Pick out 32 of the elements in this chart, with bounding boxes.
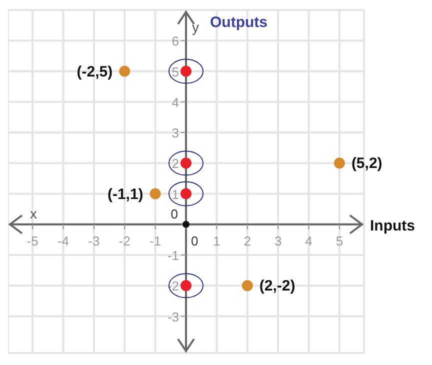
point: [334, 158, 345, 169]
x-tick-label: 3: [274, 233, 282, 248]
y-tick-label: 2: [172, 156, 179, 172]
y-tick-label: -1: [167, 248, 179, 263]
annotation: (5,2): [351, 155, 382, 172]
x-tick-label: -4: [57, 233, 70, 248]
y-tick-label: 5: [172, 64, 179, 80]
x-tick-label: -5: [26, 233, 38, 248]
x-tick-label: 5: [336, 233, 344, 248]
x-tick-label: -3: [88, 233, 100, 248]
y-tick-label: -3: [167, 309, 179, 324]
point: [119, 66, 130, 77]
annotation: (2,-2): [259, 278, 296, 295]
y-tick-label: 3: [172, 126, 179, 140]
annotation: (-2,5): [76, 63, 113, 80]
annotation: y: [192, 19, 199, 35]
annotation: 0: [191, 233, 198, 248]
annotation: x: [30, 205, 37, 222]
point: [150, 188, 161, 200]
y-tick-label: 4: [172, 94, 179, 110]
x-axis-title: Inputs: [370, 217, 415, 234]
x-tick-label: 1: [213, 233, 220, 248]
x-tick-label: -2: [118, 233, 130, 248]
annotation: (-1,1): [107, 186, 144, 203]
x-tick-label: 4: [305, 233, 312, 248]
y-axis-title: Outputs: [210, 14, 268, 31]
annotation: 0: [170, 206, 178, 222]
y-tick-label: 6: [172, 34, 179, 49]
point: [242, 280, 253, 292]
x-tick-label: -1: [150, 233, 162, 248]
y-tick-label: 1: [172, 186, 179, 202]
x-tick-label: 2: [244, 233, 251, 248]
